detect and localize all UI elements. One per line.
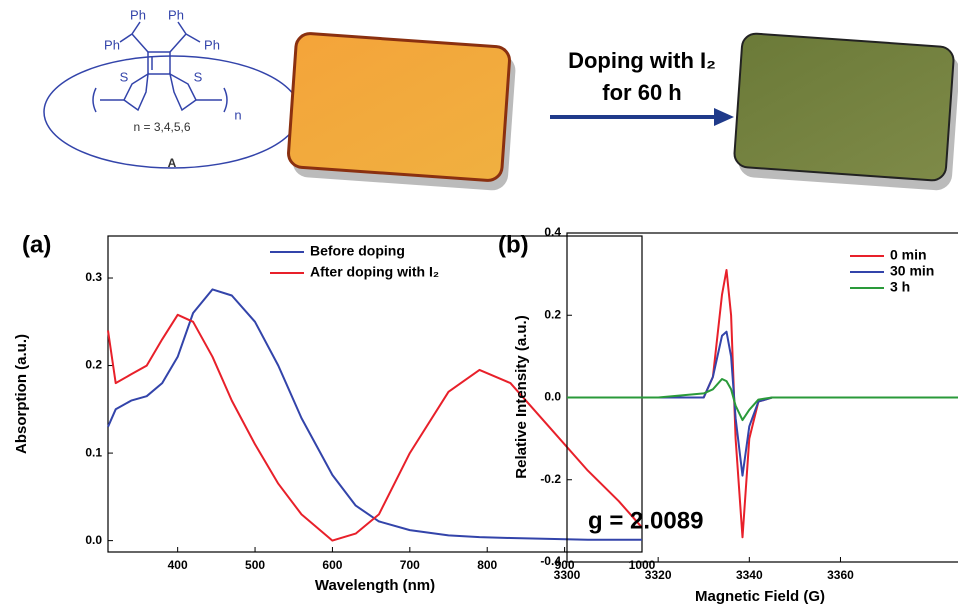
arrow-text: for 60 h — [602, 80, 681, 105]
y-tick-label: 0.0 — [544, 390, 561, 404]
structure-label: S — [120, 69, 129, 84]
legend-label: 30 min — [890, 263, 934, 279]
x-tick-label: 600 — [322, 558, 342, 572]
series-line — [107, 313, 643, 542]
y-axis-title: Absorption (a.u.) — [13, 334, 30, 454]
structure — [43, 21, 301, 169]
legend-label: Before doping — [310, 243, 405, 259]
x-tick-label: 3300 — [554, 568, 581, 582]
structure-label: Ph — [104, 37, 120, 52]
arrow-text: Doping with I₂ — [568, 48, 716, 73]
panel-label: (a) — [22, 231, 51, 258]
series-line — [107, 288, 642, 541]
structure-label: n — [234, 107, 241, 122]
y-tick-label: -0.2 — [540, 472, 561, 486]
x-tick-label: 700 — [400, 558, 420, 572]
x-axis-title: Wavelength (nm) — [315, 577, 435, 594]
legend-label: 3 h — [890, 279, 910, 295]
y-tick-label: 0.3 — [85, 270, 102, 284]
arrow — [550, 108, 734, 126]
series-line — [567, 330, 958, 477]
legend-label: 0 min — [890, 247, 927, 263]
film-after — [733, 32, 958, 191]
y-axis-title: Relative Intensity (a.u.) — [513, 315, 530, 478]
y-tick-label: 0.0 — [85, 533, 102, 547]
x-tick-label: 500 — [245, 558, 265, 572]
structure-label: Ph — [204, 37, 220, 52]
x-tick-label: 400 — [168, 558, 188, 572]
x-tick-label: 3320 — [645, 568, 672, 582]
plot-frame — [107, 235, 643, 553]
y-tick-label: 0.1 — [85, 445, 102, 459]
y-tick-label: 0.2 — [85, 358, 102, 372]
series-line — [567, 269, 958, 539]
structure-label: n = 3,4,5,6 — [133, 120, 190, 134]
y-tick-label: 0.4 — [544, 225, 561, 239]
x-tick-label: 800 — [477, 558, 497, 572]
structure-label: A — [168, 156, 177, 170]
panel-label: (b) — [498, 231, 529, 258]
structure-label: Ph — [130, 7, 146, 22]
legend-label: After doping with I₂ — [310, 264, 439, 280]
y-tick-label: 0.2 — [544, 307, 561, 321]
series-line — [567, 378, 958, 422]
annotation: g = 2.0089 — [588, 507, 703, 534]
x-tick-label: 3360 — [827, 568, 854, 582]
film-before — [287, 32, 516, 191]
x-tick-label: 3340 — [736, 568, 763, 582]
structure-label: S — [194, 69, 203, 84]
structure-label: Ph — [168, 7, 184, 22]
x-axis-title: Magnetic Field (G) — [695, 588, 825, 605]
y-tick-label: -0.4 — [540, 554, 561, 568]
